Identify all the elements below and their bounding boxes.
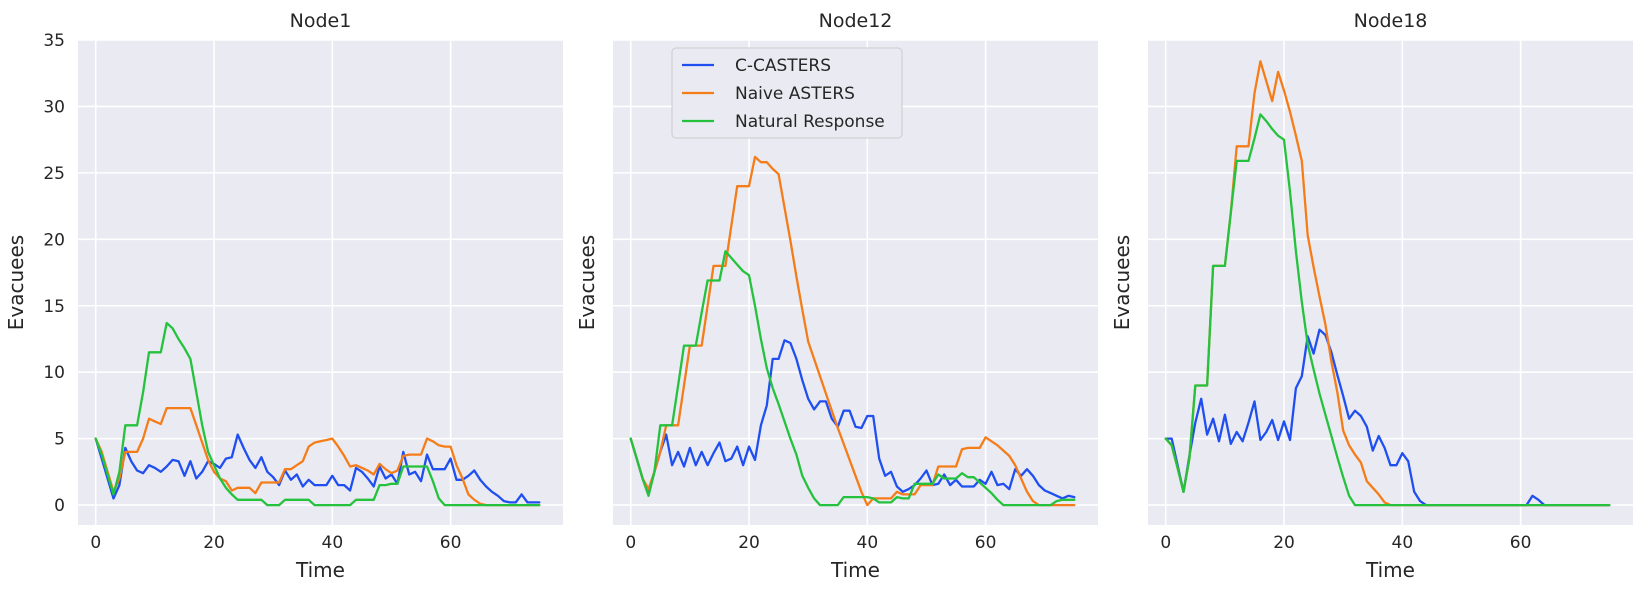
y-axis-label: Evacuees (575, 235, 599, 330)
y-tick-label: 25 (43, 164, 65, 184)
y-tick-label: 0 (54, 496, 65, 516)
series-line-naive-asters (94, 406, 541, 507)
series-line-c-casters (1164, 328, 1611, 507)
series-line-c-casters (629, 339, 1076, 500)
series-line-natural-response (629, 250, 1076, 507)
legend-c-casters-label: C-CASTERS (735, 56, 831, 76)
x-tick-label: 40 (1392, 533, 1414, 553)
x-tick-label: 60 (1510, 533, 1532, 553)
y-tick-label: 10 (43, 363, 65, 383)
series-line-c-casters (94, 433, 541, 504)
series-line-natural-response (94, 321, 541, 507)
legend-frame (671, 47, 903, 139)
plot-area (78, 40, 563, 525)
chart-title: Node12 (819, 10, 893, 32)
chart-panel-node18: 0 20 40 60 Node18 Time Evacuees (1110, 10, 1633, 582)
series-line-naive-asters (629, 155, 1076, 507)
y-tick-label: 15 (43, 297, 65, 317)
x-tick-label: 60 (440, 533, 462, 553)
x-tick-label: 20 (203, 533, 225, 553)
legend-natural-response-label: Natural Response (735, 112, 885, 132)
chart-panel-node12: 0 20 40 60 Node12 Time Evacuees C-CASTERS Naive … (575, 10, 1098, 582)
x-axis-label: Time (1365, 558, 1415, 582)
y-axis-label: Evacuees (4, 235, 28, 330)
x-tick-label: 40 (322, 533, 344, 553)
legend-naive-asters-label: Naive ASTERS (735, 84, 855, 104)
y-tick-label: 35 (43, 31, 65, 51)
x-axis-label: Time (830, 558, 880, 582)
legend: C-CASTERS Naive ASTERS Natural Response (671, 47, 903, 139)
series-line-natural-response (1164, 113, 1611, 507)
y-tick-label: 30 (43, 97, 65, 117)
chart-panel-node1: 0 20 40 60 0 5 10 15 20 25 30 35 Node1 Time Evacuees (4, 10, 563, 582)
plot-area (1148, 40, 1633, 525)
x-tick-label: 0 (90, 533, 101, 553)
y-tick-label: 20 (43, 230, 65, 250)
x-tick-label: 40 (857, 533, 879, 553)
x-tick-label: 0 (625, 533, 636, 553)
chart-title: Node1 (290, 10, 352, 32)
x-axis-label: Time (295, 558, 345, 582)
y-tick-label: 5 (54, 430, 65, 450)
x-tick-label: 60 (975, 533, 997, 553)
chart-title: Node18 (1354, 10, 1428, 32)
y-axis-label: Evacuees (1110, 235, 1134, 330)
x-tick-label: 0 (1160, 533, 1171, 553)
x-tick-label: 20 (738, 533, 760, 553)
x-tick-label: 20 (1273, 533, 1295, 553)
